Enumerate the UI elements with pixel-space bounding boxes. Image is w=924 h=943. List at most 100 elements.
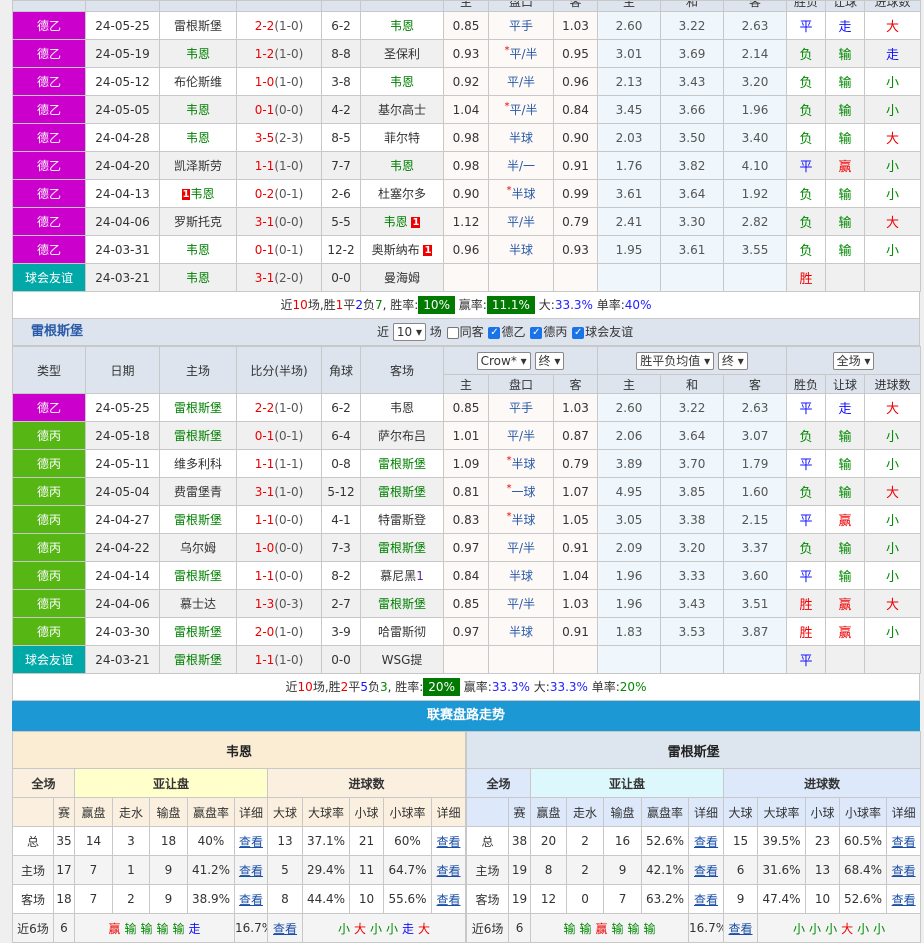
full-time-score[interactable]: 3-1 xyxy=(254,484,275,499)
home-team[interactable]: 维多利科 xyxy=(173,457,222,471)
away-team[interactable]: 奥斯纳布 xyxy=(371,243,420,257)
filter-de2-checkbox[interactable]: ✓ xyxy=(488,326,501,339)
view-link[interactable]: 查看 xyxy=(436,863,461,878)
full-time-score[interactable]: 1-1 xyxy=(254,158,275,173)
league-cell[interactable]: 德乙 xyxy=(12,11,86,40)
away-team[interactable]: 萨尔布吕 xyxy=(377,429,426,443)
home-team[interactable]: 雷根斯堡 xyxy=(173,401,222,415)
full-time-score[interactable]: 2-0 xyxy=(254,624,275,639)
euro-odds-select[interactable]: 胜平负均值 ▾ xyxy=(636,351,715,370)
full-time-score[interactable]: 0-1 xyxy=(254,242,275,257)
away-team[interactable]: 基尔高士 xyxy=(377,103,426,117)
league-cell[interactable]: 德丙 xyxy=(12,533,86,562)
league-cell[interactable]: 德乙 xyxy=(12,393,86,422)
filter-de3-checkbox[interactable]: ✓ xyxy=(530,326,543,339)
away-team[interactable]: 韦恩 xyxy=(389,401,414,415)
full-time-score[interactable]: 1-3 xyxy=(254,596,275,611)
full-time-score[interactable]: 1-1 xyxy=(254,652,275,667)
full-time-score[interactable]: 1-1 xyxy=(254,512,275,527)
view-link[interactable]: 查看 xyxy=(694,892,719,907)
league-cell[interactable]: 德乙 xyxy=(12,179,86,208)
league-cell[interactable]: 德丙 xyxy=(12,505,86,534)
home-team[interactable]: 雷根斯堡 xyxy=(173,19,222,33)
league-cell[interactable]: 德乙 xyxy=(12,95,86,124)
same-venue-checkbox[interactable] xyxy=(446,326,459,339)
league-cell[interactable]: 德丙 xyxy=(12,449,86,478)
league-cell[interactable]: 德丙 xyxy=(12,589,86,618)
league-cell[interactable]: 德丙 xyxy=(12,477,86,506)
away-team[interactable]: 菲尔特 xyxy=(383,131,420,145)
full-time-score[interactable]: 3-1 xyxy=(254,270,275,285)
full-time-score[interactable]: 1-0 xyxy=(254,540,275,555)
league-cell[interactable]: 球会友谊 xyxy=(12,645,86,674)
home-team[interactable]: 韦恩 xyxy=(190,187,215,201)
home-team[interactable]: 韦恩 xyxy=(185,103,210,117)
away-team[interactable]: 圣保利 xyxy=(383,47,420,61)
league-cell[interactable]: 德乙 xyxy=(12,207,86,236)
league-cell[interactable]: 德乙 xyxy=(12,235,86,264)
league-cell[interactable]: 德丙 xyxy=(12,421,86,450)
view-link[interactable]: 查看 xyxy=(694,834,719,849)
home-team[interactable]: 韦恩 xyxy=(185,47,210,61)
view-link[interactable]: 查看 xyxy=(238,892,263,907)
home-team[interactable]: 布伦斯维 xyxy=(173,75,222,89)
full-time-score[interactable]: 1-2 xyxy=(254,46,275,61)
away-team[interactable]: 哈雷斯彻 xyxy=(377,625,426,639)
home-team[interactable]: 韦恩 xyxy=(185,243,210,257)
company-select[interactable]: Crow* ▾ xyxy=(476,351,531,370)
league-cell[interactable]: 德乙 xyxy=(12,123,86,152)
full-time-score[interactable]: 2-2 xyxy=(254,18,275,33)
away-team[interactable]: 雷根斯堡 xyxy=(377,597,426,611)
full-time-score[interactable]: 1-1 xyxy=(254,456,275,471)
home-team[interactable]: 慕士达 xyxy=(179,597,216,611)
home-team[interactable]: 费雷堡青 xyxy=(173,485,222,499)
view-link[interactable]: 查看 xyxy=(728,921,753,936)
full-time-score[interactable]: 2-2 xyxy=(254,400,275,415)
away-team[interactable]: 慕尼黑 xyxy=(380,569,417,583)
away-team[interactable]: 韦恩 xyxy=(389,159,414,173)
view-link[interactable]: 查看 xyxy=(238,863,263,878)
full-time-score[interactable]: 0-1 xyxy=(254,102,275,117)
view-link[interactable]: 查看 xyxy=(238,834,263,849)
full-time-score[interactable]: 1-0 xyxy=(254,74,275,89)
view-link[interactable]: 查看 xyxy=(694,863,719,878)
away-team[interactable]: 杜塞尔多 xyxy=(377,187,426,201)
home-team[interactable]: 乌尔姆 xyxy=(179,541,216,555)
league-cell[interactable]: 球会友谊 xyxy=(12,263,86,292)
full-time-score[interactable]: 0-1 xyxy=(254,428,275,443)
match-count-select[interactable]: 10 ▾ xyxy=(392,323,426,341)
away-team[interactable]: 韦恩 xyxy=(383,215,408,229)
period-select[interactable]: 全场 ▾ xyxy=(832,351,875,370)
home-team[interactable]: 雷根斯堡 xyxy=(173,429,222,443)
league-cell[interactable]: 德丙 xyxy=(12,617,86,646)
away-team[interactable]: 特雷斯登 xyxy=(377,513,426,527)
home-team[interactable]: 雷根斯堡 xyxy=(173,513,222,527)
home-team[interactable]: 凯泽斯劳 xyxy=(173,159,222,173)
euro-stage-select[interactable]: 终 ▾ xyxy=(717,351,748,370)
home-team[interactable]: 雷根斯堡 xyxy=(173,653,222,667)
full-time-score[interactable]: 3-5 xyxy=(254,130,275,145)
league-cell[interactable]: 德乙 xyxy=(12,151,86,180)
home-team[interactable]: 韦恩 xyxy=(185,131,210,145)
full-time-score[interactable]: 3-1 xyxy=(254,214,275,229)
view-link[interactable]: 查看 xyxy=(436,892,461,907)
home-team[interactable]: 雷根斯堡 xyxy=(173,569,222,583)
away-team[interactable]: 雷根斯堡 xyxy=(377,541,426,555)
home-team[interactable]: 韦恩 xyxy=(185,271,210,285)
view-link[interactable]: 查看 xyxy=(891,834,916,849)
away-team[interactable]: 曼海姆 xyxy=(383,271,420,285)
filter-friendly-checkbox[interactable]: ✓ xyxy=(572,326,585,339)
full-time-score[interactable]: 0-2 xyxy=(254,186,275,201)
away-team[interactable]: 韦恩 xyxy=(389,75,414,89)
odds-stage-select[interactable]: 终 ▾ xyxy=(534,351,565,370)
view-link[interactable]: 查看 xyxy=(891,892,916,907)
league-cell[interactable]: 德乙 xyxy=(12,39,86,68)
away-team[interactable]: 韦恩 xyxy=(389,19,414,33)
view-link[interactable]: 查看 xyxy=(272,921,297,936)
away-team[interactable]: 雷根斯堡 xyxy=(377,457,426,471)
away-team[interactable]: 雷根斯堡 xyxy=(377,485,426,499)
view-link[interactable]: 查看 xyxy=(436,834,461,849)
league-cell[interactable]: 德乙 xyxy=(12,67,86,96)
full-time-score[interactable]: 1-1 xyxy=(254,568,275,583)
away-team[interactable]: WSG提 xyxy=(381,653,423,667)
